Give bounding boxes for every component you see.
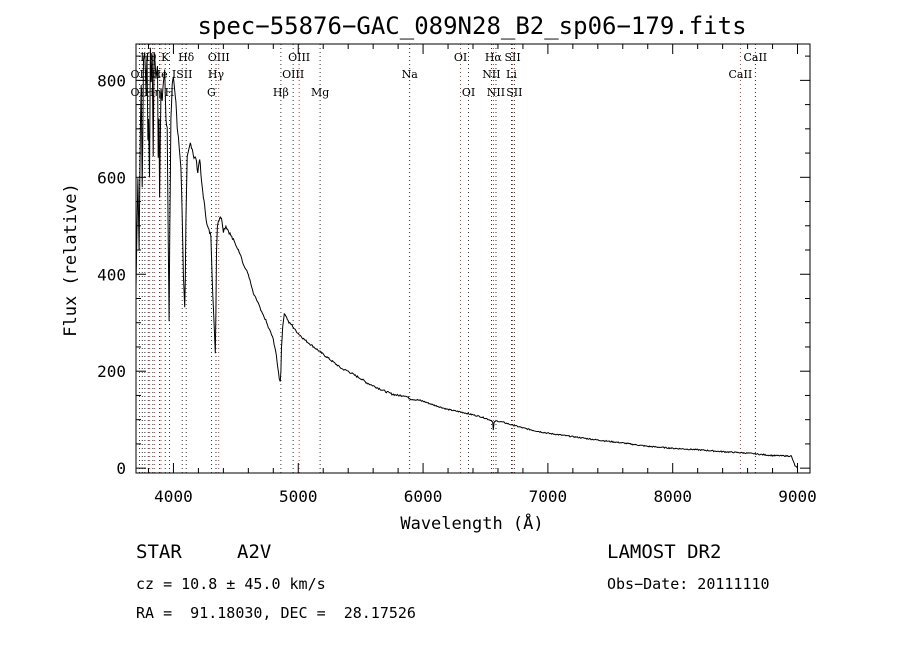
line-marker-label: SII — [504, 51, 520, 64]
line-marker-label: OI — [454, 51, 467, 64]
line-marker-label: Hδ — [178, 51, 195, 64]
y-tick-label: 800 — [97, 71, 126, 90]
y-axis-label: Flux (relative) — [61, 183, 81, 337]
x-tick-label: 6000 — [404, 487, 443, 506]
chart-title: spec−55876−GAC_089N28_B2_sp06−179.fits — [197, 12, 746, 40]
axis-ticks: 4000 5000 6000 7000 8000 9000 0 200 400 600 800 — [97, 44, 817, 506]
line-marker-label: SII — [506, 86, 522, 99]
line-marker-label: OI — [462, 86, 475, 99]
y-tick-label: 600 — [97, 168, 126, 187]
line-marker-label: OIII — [208, 51, 230, 64]
line-marker-label: Li — [506, 68, 517, 81]
line-marker-label: G — [207, 86, 216, 99]
line-marker-label: CaII — [729, 68, 753, 81]
y-tick-label: 400 — [97, 265, 126, 284]
subclass-label: A2V — [237, 541, 272, 563]
x-tick-label: 8000 — [653, 487, 692, 506]
line-marker-label: OIII — [288, 51, 310, 64]
x-tick-label: 7000 — [529, 487, 568, 506]
y-tick-label: 0 — [116, 459, 126, 478]
line-marker-label: H — [165, 86, 175, 99]
line-marker-label: Hα — [485, 51, 503, 64]
y-tick-label: 200 — [97, 362, 126, 381]
coordinates-label: RA = 91.18030, DEC = 28.17526 — [136, 604, 416, 622]
line-marker-label: Mg — [311, 86, 329, 99]
spectrum-line — [135, 47, 798, 469]
line-marker-label: ISII — [172, 68, 193, 81]
x-tick-label: 9000 — [778, 487, 817, 506]
line-marker-label: CaII — [743, 51, 767, 64]
line-marker-label: NII — [487, 86, 505, 99]
line-marker-label: K — [161, 51, 170, 64]
redshift-label: cz = 10.8 ± 45.0 km/s — [136, 575, 326, 593]
class-label: STAR — [136, 541, 182, 563]
x-axis-label: Wavelength (Å) — [400, 512, 543, 534]
line-marker-label: Na — [402, 68, 419, 81]
x-tick-label: 4000 — [154, 487, 193, 506]
line-marker-label: NII — [482, 68, 500, 81]
x-tick-label: 5000 — [279, 487, 318, 506]
obs-date-label: Obs−Date: 20111110 — [607, 575, 770, 593]
line-marker-label: OII — [131, 86, 149, 99]
plot-frame — [135, 43, 811, 474]
line-marker-label: Hβ — [273, 86, 289, 99]
line-marker-label: OIII — [282, 68, 304, 81]
line-marker-label: Hγ — [208, 68, 225, 81]
survey-label: LAMOST DR2 — [607, 541, 722, 563]
